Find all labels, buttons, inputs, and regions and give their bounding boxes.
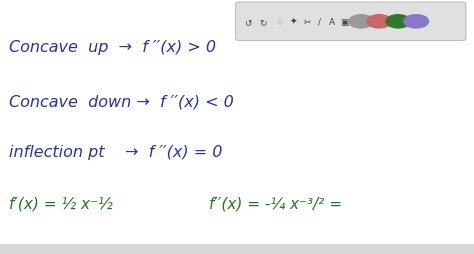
Circle shape: [349, 15, 374, 29]
Text: /: /: [318, 18, 321, 27]
Text: ↺: ↺: [244, 18, 252, 27]
FancyBboxPatch shape: [236, 3, 466, 41]
Text: f′′(x) = -¼ x⁻³/² =: f′′(x) = -¼ x⁻³/² =: [209, 196, 342, 211]
Circle shape: [404, 15, 428, 29]
Text: ✂: ✂: [303, 18, 311, 27]
Text: A: A: [329, 18, 335, 27]
Circle shape: [367, 15, 392, 29]
Text: ↻: ↻: [260, 18, 267, 27]
Text: inflection pt    →  f ′′(x) = 0: inflection pt → f ′′(x) = 0: [9, 145, 223, 160]
Text: Concave  up  →  f ′′(x) > 0: Concave up → f ′′(x) > 0: [9, 40, 217, 54]
Circle shape: [386, 15, 410, 29]
Text: ♢: ♢: [275, 18, 283, 27]
Bar: [0, 244, 474, 254]
Text: ▣: ▣: [340, 18, 348, 27]
Text: f′(x) = ½ x⁻½: f′(x) = ½ x⁻½: [9, 196, 113, 211]
Text: Concave  down →  f ′′(x) < 0: Concave down → f ′′(x) < 0: [9, 94, 234, 109]
Text: ✦: ✦: [289, 18, 297, 27]
